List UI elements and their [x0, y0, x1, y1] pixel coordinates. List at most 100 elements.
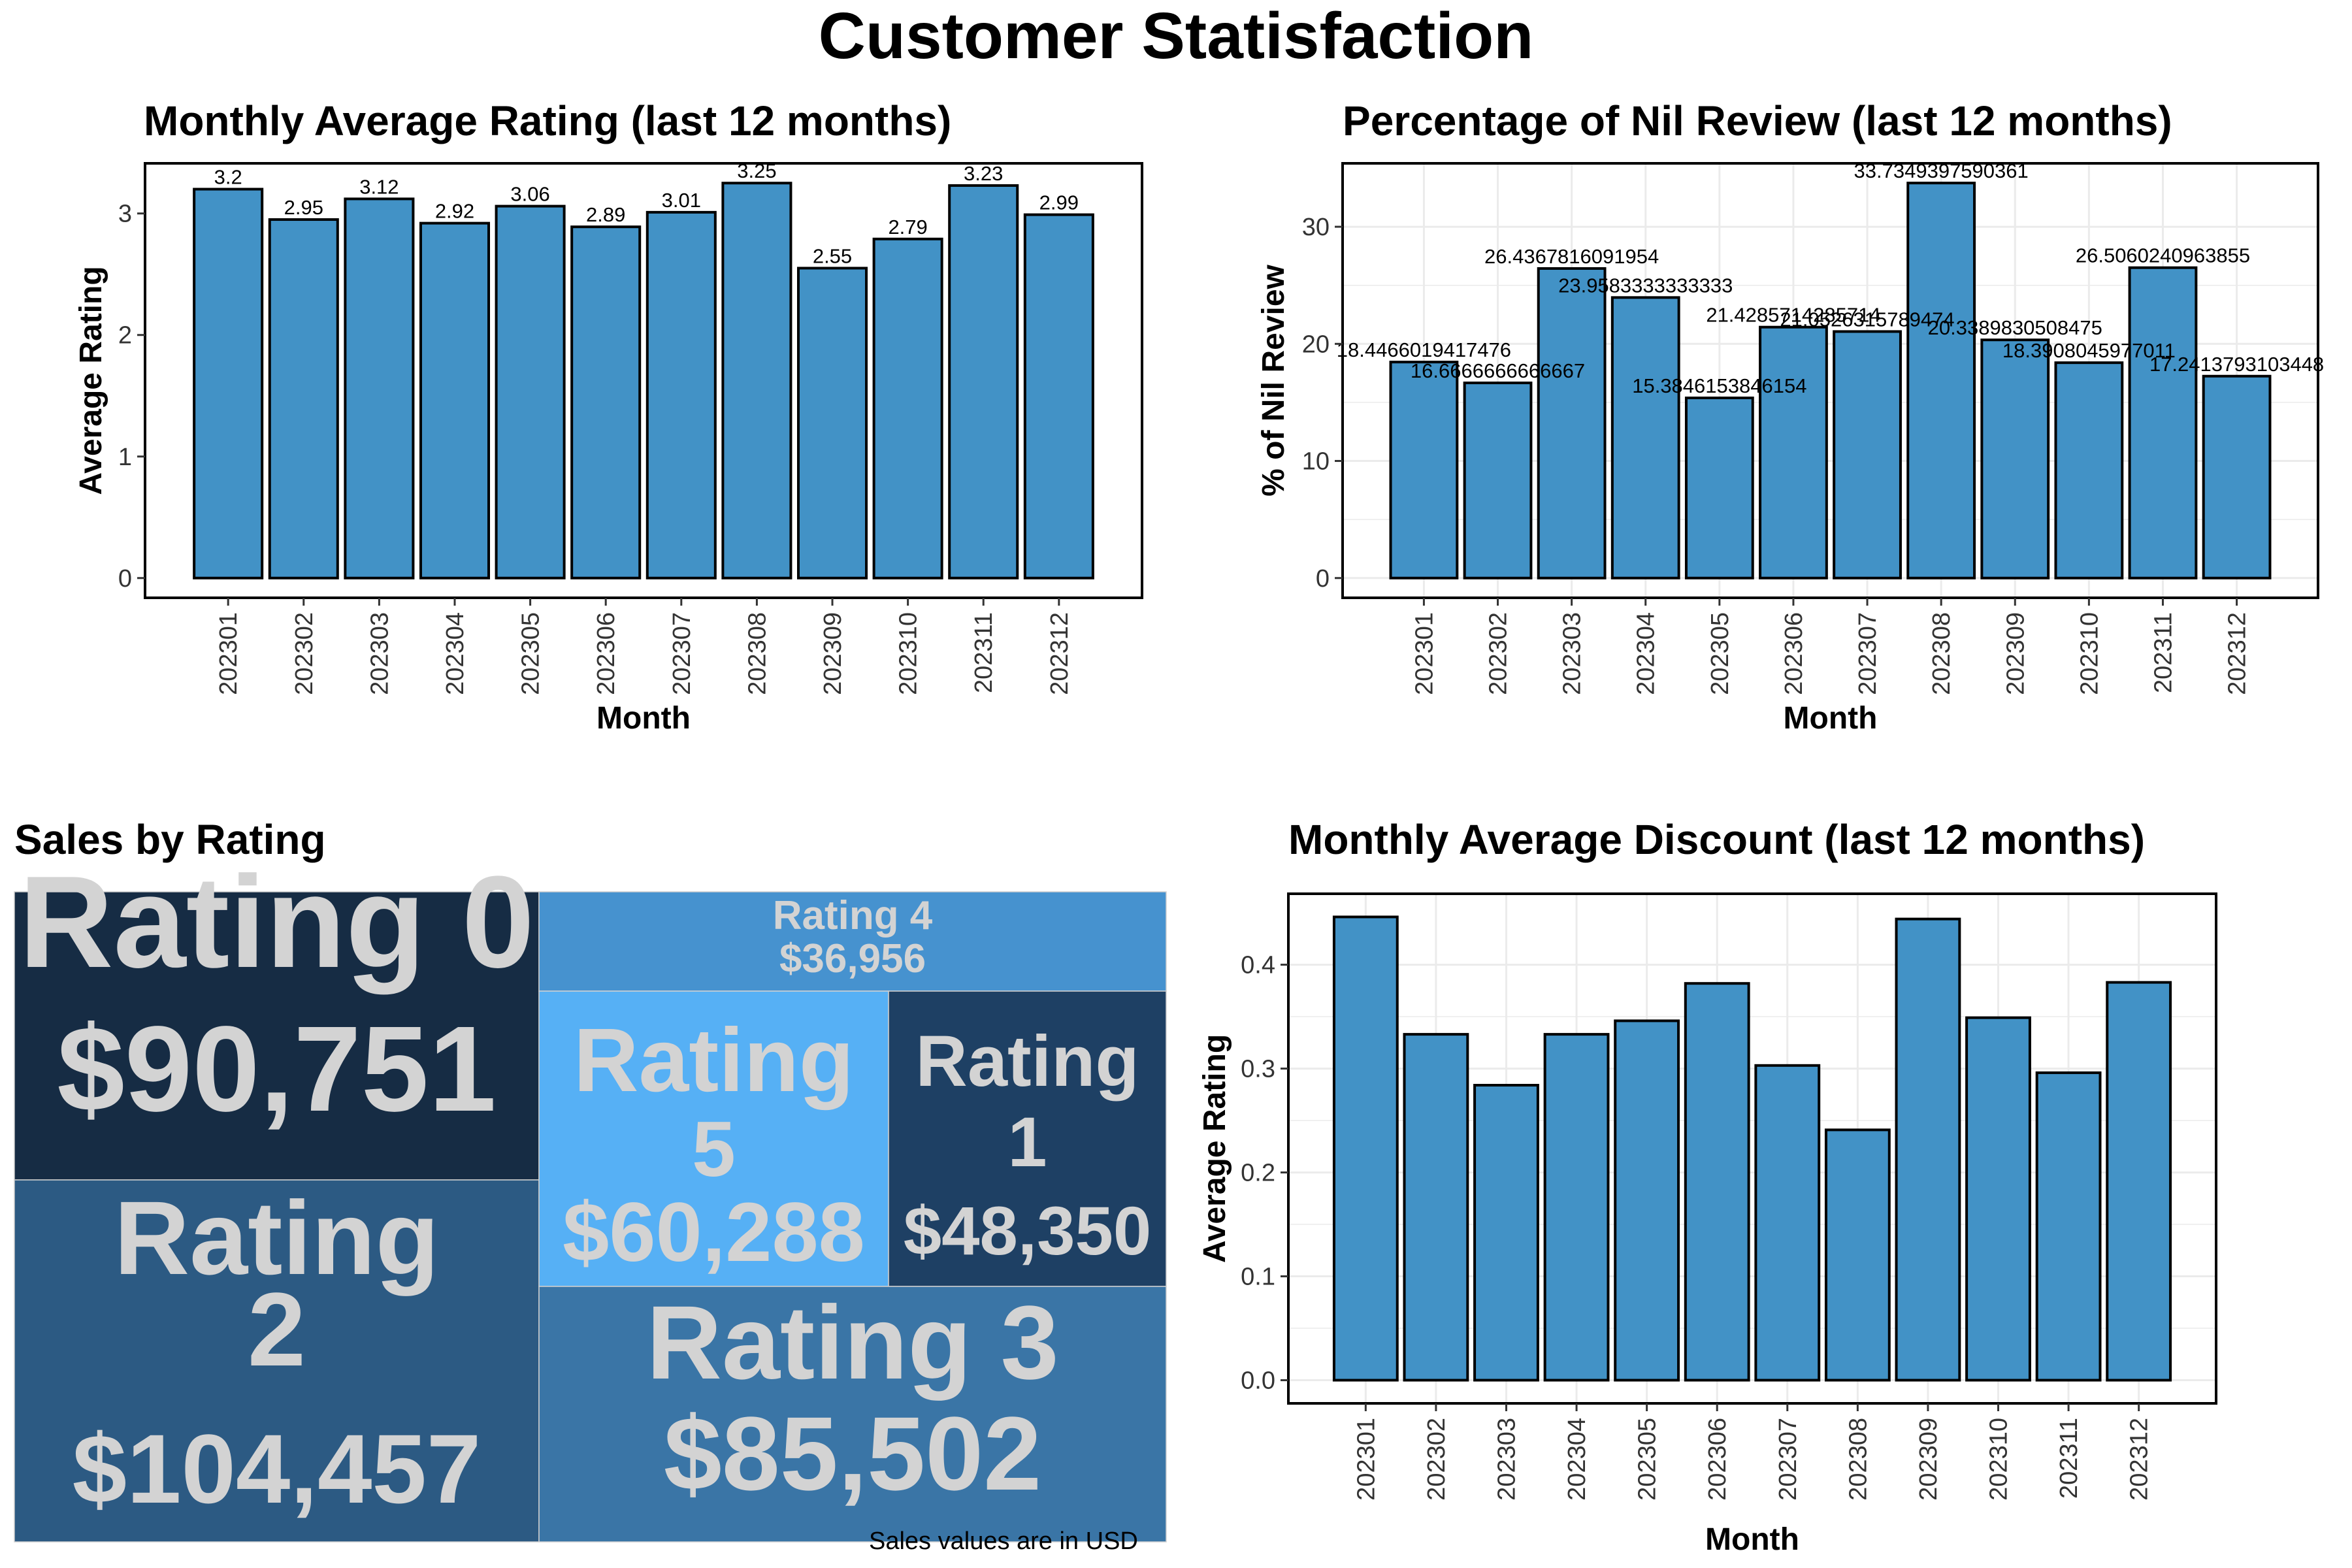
- data-label: 20.3389830508475: [1928, 316, 2102, 339]
- x-tick-label: 202308: [743, 612, 771, 695]
- data-label: 3.12: [359, 175, 399, 198]
- x-tick-label: 202308: [1928, 612, 1955, 695]
- y-tick-label: 0.2: [1241, 1160, 1275, 1187]
- x-tick-label: 202305: [517, 612, 545, 695]
- y-tick-label: 30: [1302, 214, 1330, 241]
- bar: [1543, 1033, 1610, 1382]
- y-tick-label: 0.0: [1241, 1367, 1275, 1395]
- treemap-rect: [888, 990, 1167, 1287]
- treemap-rect: [14, 891, 540, 1181]
- bar: [1332, 915, 1399, 1382]
- x-tick-label: 202301: [1411, 612, 1438, 695]
- treemap-rect: [538, 891, 1167, 992]
- sales-note: Sales values are in USD: [869, 1527, 1138, 1555]
- treemap-value: $104,457: [73, 1414, 482, 1524]
- data-label: 2.95: [284, 196, 323, 219]
- bar: [2106, 981, 2172, 1382]
- data-label: 15.3846153846154: [1632, 374, 1806, 397]
- y-tick-label: 20: [1302, 331, 1330, 358]
- chart-title: Sales by Rating: [14, 816, 326, 863]
- bar: [1684, 397, 1754, 580]
- bar: [2202, 374, 2272, 580]
- bar: [268, 218, 339, 580]
- bar: [1754, 1064, 1821, 1382]
- bar: [2054, 361, 2124, 580]
- x-tick-label: 202302: [1423, 1418, 1450, 1501]
- bar: [2035, 1071, 2102, 1382]
- data-label: 16.6666666666667: [1411, 359, 1585, 382]
- bar: [1833, 330, 1902, 580]
- x-tick-label: 202301: [215, 612, 242, 695]
- data-label: 26.4367816091954: [1484, 245, 1659, 268]
- x-tick-label: 202309: [1915, 1418, 1942, 1501]
- y-axis-label: Average Rating: [1198, 1034, 1232, 1263]
- y-axis-label: Average Rating: [74, 266, 108, 495]
- x-tick-label: 202311: [970, 612, 998, 693]
- x-tick-label: 202305: [1707, 612, 1734, 695]
- bar: [1463, 382, 1533, 580]
- data-label: 3.23: [964, 162, 1003, 185]
- treemap-rect: [538, 990, 889, 1287]
- x-tick-label: 202306: [1780, 612, 1808, 695]
- bar: [495, 204, 566, 580]
- bar: [1906, 182, 1976, 580]
- x-tick-label: 202304: [442, 612, 469, 695]
- data-label: 3.06: [510, 183, 549, 206]
- treemap-tile: Rating 4$36,956: [538, 891, 1167, 992]
- bar: [1389, 361, 1459, 580]
- x-tick-label: 202303: [1493, 1418, 1520, 1501]
- bar: [948, 184, 1019, 580]
- x-tick-label: 202304: [1563, 1418, 1591, 1501]
- plot-frame: [1341, 162, 2319, 599]
- data-label: 2.79: [888, 216, 927, 238]
- treemap-label: Rating 0: [19, 849, 534, 995]
- x-tick-label: 202307: [668, 612, 696, 695]
- x-tick-label: 202303: [1559, 612, 1586, 695]
- y-tick-label: 10: [1302, 448, 1330, 476]
- bar: [344, 197, 415, 580]
- x-axis-label: Month: [596, 701, 691, 736]
- bar: [1023, 213, 1094, 580]
- chart-percentage-nil-review: Percentage of Nil Review (last 12 months…: [1256, 97, 2324, 736]
- data-label: 18.3908045977011: [2002, 339, 2176, 362]
- x-tick-label: 202307: [1774, 1418, 1802, 1501]
- treemap-label: Rating: [114, 1179, 440, 1296]
- x-tick-label: 202301: [1352, 1418, 1380, 1501]
- data-label: 21.4285714285714: [1706, 304, 1880, 327]
- data-label: 21.0526315789474: [1780, 308, 1954, 331]
- chart-monthly-average-rating: Monthly Average Rating (last 12 months) 3…: [74, 97, 1143, 736]
- bar: [1403, 1033, 1469, 1382]
- data-label: 17.2413793103448: [2149, 353, 2324, 376]
- bar: [1614, 1019, 1680, 1382]
- treemap-label: Rating 3: [646, 1284, 1058, 1401]
- data-label: 2.99: [1039, 191, 1079, 214]
- data-label: 2.92: [435, 200, 474, 223]
- bar: [1610, 296, 1680, 580]
- chart-title: Percentage of Nil Review (last 12 months…: [1343, 97, 2172, 144]
- bar: [1980, 338, 2050, 580]
- x-tick-label: 202312: [1046, 612, 1073, 695]
- chart-title: Monthly Average Discount (last 12 months…: [1288, 816, 2145, 863]
- bar: [570, 225, 642, 580]
- y-tick-label: 0.1: [1241, 1264, 1275, 1291]
- x-axis-label: Month: [1705, 1522, 1799, 1557]
- x-tick-label: 202302: [1485, 612, 1512, 695]
- x-tick-label: 202308: [1844, 1418, 1872, 1501]
- bar: [1895, 917, 1961, 1382]
- chart-title: Monthly Average Rating (last 12 months): [144, 97, 951, 144]
- x-tick-label: 202310: [1985, 1418, 2013, 1501]
- bar: [645, 210, 717, 580]
- x-tick-label: 202302: [291, 612, 318, 695]
- x-tick-label: 202306: [1704, 1418, 1731, 1501]
- bar: [193, 188, 264, 580]
- treemap-tile: Rating 0$90,751: [14, 849, 540, 1181]
- treemap-value: $36,956: [779, 936, 926, 981]
- y-tick-label: 1: [118, 444, 132, 471]
- x-tick-label: 202310: [895, 612, 923, 695]
- data-label: 3.01: [662, 189, 701, 212]
- bar: [872, 237, 943, 580]
- x-tick-label: 202303: [366, 612, 393, 695]
